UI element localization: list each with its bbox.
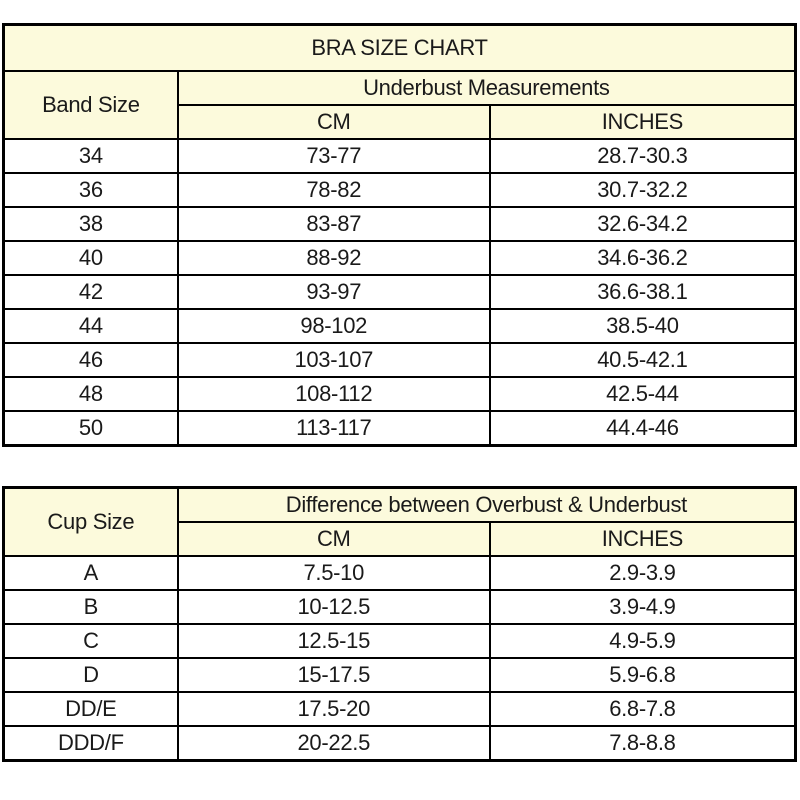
cm-value: 20-22.5: [176, 725, 491, 762]
cm-value: 10-12.5: [176, 589, 491, 625]
cm-value: 12.5-15: [176, 623, 491, 659]
cup-header-row: Cup Size Difference between Overbust & U…: [2, 486, 797, 557]
table-row: B 10-12.5 3.9-4.9: [2, 589, 797, 625]
band-header-row: Band Size Underbust Measurements: [2, 70, 797, 140]
cm-value: 15-17.5: [176, 657, 491, 693]
underbust-group-header: Underbust Measurements: [176, 70, 797, 106]
cup-value: DDD/F: [2, 725, 179, 762]
inches-value: 30.7-32.2: [488, 172, 797, 208]
difference-group-header: Difference between Overbust & Underbust: [176, 486, 797, 523]
cup-size-corner-header: Cup Size: [2, 486, 179, 557]
cup-size-table: Cup Size Difference between Overbust & U…: [2, 486, 797, 762]
table-row: 36 78-82 30.7-32.2: [2, 172, 797, 208]
cm-value: 103-107: [176, 342, 491, 378]
band-cm-column-header: CM: [176, 104, 491, 140]
cup-value: C: [2, 623, 179, 659]
table-row: 50 113-117 44.4-46: [2, 410, 797, 447]
cm-value: 7.5-10: [176, 555, 491, 591]
band-inches-column-header: INCHES: [488, 104, 797, 140]
band-size-table: BRA SIZE CHART Band Size Underbust Measu…: [2, 23, 797, 447]
cm-value: 78-82: [176, 172, 491, 208]
table-row: D 15-17.5 5.9-6.8: [2, 657, 797, 693]
inches-value: 4.9-5.9: [488, 623, 797, 659]
cup-value: D: [2, 657, 179, 693]
table-row: C 12.5-15 4.9-5.9: [2, 623, 797, 659]
table-row: 34 73-77 28.7-30.3: [2, 138, 797, 174]
band-size-corner-header: Band Size: [2, 70, 179, 140]
inches-value: 44.4-46: [488, 410, 797, 447]
inches-value: 28.7-30.3: [488, 138, 797, 174]
cup-unit-header-row: CM INCHES: [4, 521, 797, 557]
inches-value: 36.6-38.1: [488, 274, 797, 310]
inches-value: 7.8-8.8: [488, 725, 797, 762]
inches-value: 34.6-36.2: [488, 240, 797, 276]
cm-value: 88-92: [176, 240, 491, 276]
table-row: DDD/F 20-22.5 7.8-8.8: [2, 725, 797, 762]
band-unit-header-row: CM INCHES: [4, 104, 797, 140]
cm-value: 17.5-20: [176, 691, 491, 727]
band-value: 40: [2, 240, 179, 276]
inches-value: 5.9-6.8: [488, 657, 797, 693]
inches-value: 38.5-40: [488, 308, 797, 344]
band-value: 38: [2, 206, 179, 242]
inches-value: 2.9-3.9: [488, 555, 797, 591]
cup-value: A: [2, 555, 179, 591]
band-value: 42: [2, 274, 179, 310]
cm-value: 98-102: [176, 308, 491, 344]
table-row: 48 108-112 42.5-44: [2, 376, 797, 412]
title-row: BRA SIZE CHART: [2, 23, 797, 72]
band-value: 34: [2, 138, 179, 174]
band-value: 44: [2, 308, 179, 344]
cm-value: 108-112: [176, 376, 491, 412]
inches-value: 40.5-42.1: [488, 342, 797, 378]
table-row: 46 103-107 40.5-42.1: [2, 342, 797, 378]
cup-inches-column-header: INCHES: [488, 521, 797, 557]
cup-value: B: [2, 589, 179, 625]
chart-title: BRA SIZE CHART: [2, 23, 797, 72]
table-row: 40 88-92 34.6-36.2: [2, 240, 797, 276]
band-value: 46: [2, 342, 179, 378]
inches-value: 32.6-34.2: [488, 206, 797, 242]
cup-cm-column-header: CM: [176, 521, 491, 557]
table-row: 44 98-102 38.5-40: [2, 308, 797, 344]
table-row: 38 83-87 32.6-34.2: [2, 206, 797, 242]
cup-value: DD/E: [2, 691, 179, 727]
band-value: 36: [2, 172, 179, 208]
table-row: 42 93-97 36.6-38.1: [2, 274, 797, 310]
table-row: A 7.5-10 2.9-3.9: [2, 555, 797, 591]
cm-value: 113-117: [176, 410, 491, 447]
inches-value: 6.8-7.8: [488, 691, 797, 727]
band-value: 50: [2, 410, 179, 447]
cm-value: 93-97: [176, 274, 491, 310]
cm-value: 73-77: [176, 138, 491, 174]
table-row: DD/E 17.5-20 6.8-7.8: [2, 691, 797, 727]
inches-value: 3.9-4.9: [488, 589, 797, 625]
cm-value: 83-87: [176, 206, 491, 242]
band-value: 48: [2, 376, 179, 412]
inches-value: 42.5-44: [488, 376, 797, 412]
